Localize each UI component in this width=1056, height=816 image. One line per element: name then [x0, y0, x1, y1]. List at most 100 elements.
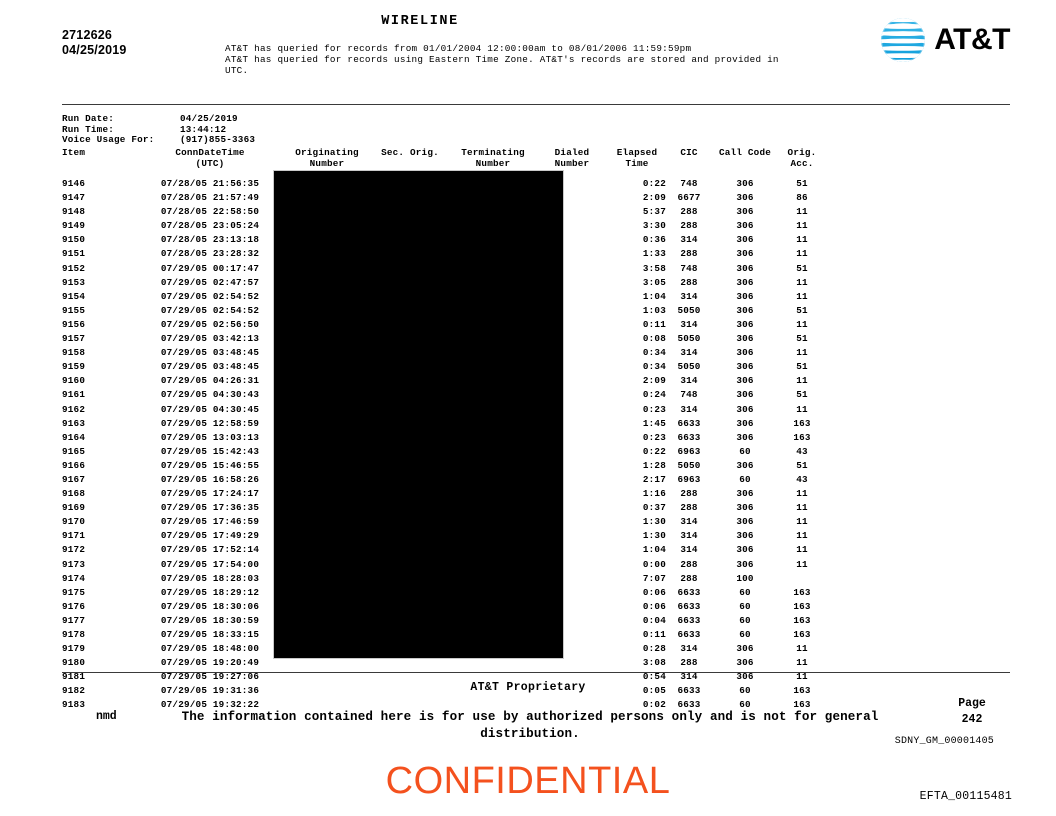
cell-call-code: 306	[736, 262, 754, 274]
cell-item: 9151	[62, 248, 86, 260]
cell-orig-acc: 11	[796, 516, 808, 528]
att-globe-icon	[881, 18, 926, 62]
page-indicator: Page 242	[944, 696, 1000, 728]
cell-orig-acc: 11	[796, 488, 808, 500]
cell-call-code: 306	[736, 290, 754, 302]
cell-cic: 748	[680, 178, 698, 189]
cell-orig-acc: 43	[796, 473, 808, 485]
cell-cic: 288	[680, 488, 698, 500]
cell-conn: 07/28/05 23:28:32	[160, 248, 260, 260]
cell-call-code: 306	[736, 248, 754, 260]
cell-orig-acc: 11	[796, 530, 808, 542]
cell-cic: 6963	[677, 445, 701, 457]
cell-cic: 5050	[677, 304, 701, 316]
cell-item: 9171	[62, 530, 86, 542]
cell-item: 9163	[62, 417, 86, 429]
table-row: 9161 07/29/05 04:30:43 0:24 748 306 51	[62, 388, 826, 402]
cell-elapsed: 0:06	[642, 586, 666, 598]
att-logo: AT&T	[879, 16, 1010, 64]
table-row: 9164 07/29/05 13:03:13 0:23 6633 306 163	[62, 431, 826, 445]
table-row: 9168 07/29/05 17:24:17 1:16 288 306 11	[62, 487, 826, 501]
cell-elapsed: 0:24	[642, 389, 666, 401]
cell-cic: 314	[680, 516, 698, 528]
cell-conn: 07/28/05 23:05:24	[160, 220, 260, 232]
cell-orig-acc: 51	[796, 333, 808, 345]
cell-cic: 6633	[677, 685, 701, 697]
column-header-item: Item	[62, 147, 86, 158]
cell-orig-acc: 51	[796, 361, 808, 373]
cell-item: 9175	[62, 586, 86, 598]
cell-call-code: 60	[739, 445, 751, 457]
cell-conn: 07/28/05 22:58:50	[160, 206, 260, 218]
cell-conn: 07/29/05 13:03:13	[160, 431, 260, 443]
cell-cic: 6677	[677, 192, 701, 204]
cell-orig-acc: 163	[793, 614, 811, 626]
document-date: 04/25/2019	[62, 43, 127, 57]
cell-orig-acc: 11	[796, 234, 808, 246]
cell-cic: 314	[680, 403, 698, 415]
table-row: 9148 07/28/05 22:58:50 5:37 288 306 11	[62, 205, 826, 219]
cell-call-code: 306	[736, 375, 754, 387]
cell-item: 9166	[62, 459, 86, 471]
cell-conn: 07/29/05 18:33:15	[160, 629, 260, 640]
query-line-3: UTC.	[225, 65, 249, 77]
cell-item: 9162	[62, 403, 86, 415]
cell-conn: 07/29/05 00:17:47	[160, 262, 260, 274]
cell-cic: 288	[680, 657, 698, 669]
cell-cic: 6633	[677, 699, 701, 711]
cell-call-code: 60	[739, 600, 751, 612]
cell-conn: 07/29/05 02:56:50	[160, 318, 260, 330]
table-row: 9163 07/29/05 12:58:59 1:45 6633 306 163	[62, 417, 826, 431]
cell-elapsed: 0:22	[642, 445, 666, 457]
cell-item: 9169	[62, 502, 86, 514]
cell-cic: 748	[680, 262, 698, 274]
cell-item: 9174	[62, 572, 86, 584]
cell-item: 9158	[62, 347, 86, 359]
cell-conn: 07/29/05 12:58:59	[160, 417, 260, 429]
cell-cic: 288	[680, 502, 698, 514]
cell-item: 9165	[62, 445, 86, 457]
cell-orig-acc: 43	[796, 445, 808, 457]
cell-conn: 07/29/05 03:48:45	[160, 361, 260, 373]
cell-elapsed: 1:30	[642, 516, 666, 528]
column-header-orig-acc: Orig. Acc.	[787, 147, 817, 169]
cell-orig-acc: 11	[796, 657, 808, 669]
cell-orig-acc: 163	[793, 431, 811, 443]
cell-cic: 288	[680, 558, 698, 570]
run-info-block: Run Date: 04/25/2019 Run Time: 13:44:12 …	[62, 113, 255, 146]
cell-conn: 07/29/05 18:30:59	[160, 614, 260, 626]
cell-cic: 288	[680, 276, 698, 288]
cell-elapsed: 0:22	[642, 178, 666, 189]
confidential-stamp: CONFIDENTIAL	[385, 760, 671, 802]
cell-conn: 07/29/05 02:54:52	[160, 290, 260, 302]
run-date-label: Run Date:	[62, 113, 115, 124]
bates-number-primary: SDNY_GM_00001405	[894, 736, 994, 747]
cell-cic: 6963	[677, 473, 701, 485]
cell-conn: 07/29/05 17:52:14	[160, 544, 260, 556]
table-row: 9155 07/29/05 02:54:52 1:03 5050 306 51	[62, 304, 826, 318]
run-time-row: Run Time: 13:44:12	[62, 123, 255, 136]
cell-conn: 07/28/05 21:56:35	[160, 178, 260, 189]
cell-elapsed: 3:58	[642, 262, 666, 274]
cell-item: 9156	[62, 318, 86, 330]
query-line-1: AT&T has queried for records from 01/01/…	[225, 43, 692, 54]
table-row: 9158 07/29/05 03:48:45 0:34 314 306 11	[62, 346, 826, 360]
cell-call-code: 306	[736, 333, 754, 345]
cell-elapsed: 2:09	[642, 375, 666, 387]
cell-cic: 314	[680, 643, 698, 655]
cell-elapsed: 0:36	[642, 234, 666, 246]
cell-cic: 314	[680, 347, 698, 359]
cell-elapsed: 0:05	[642, 685, 666, 697]
cell-orig-acc: 11	[796, 375, 808, 387]
cell-term	[450, 656, 536, 670]
cell-cic: 288	[680, 220, 698, 232]
cell-call-code: 306	[736, 530, 754, 542]
cell-conn: 07/29/05 02:54:52	[160, 304, 260, 316]
cell-conn: 07/29/05 18:28:03	[160, 572, 260, 584]
cell-cic: 288	[680, 206, 698, 218]
table-row: 9171 07/29/05 17:49:29 1:30 314 306 11	[62, 529, 826, 543]
run-time-value: 13:44:12	[180, 123, 227, 135]
page-number: 242	[961, 713, 983, 726]
cell-conn: 07/29/05 19:27:06	[160, 671, 260, 683]
table-row: 9175 07/29/05 18:29:12 0:06 6633 60 163	[62, 586, 826, 600]
